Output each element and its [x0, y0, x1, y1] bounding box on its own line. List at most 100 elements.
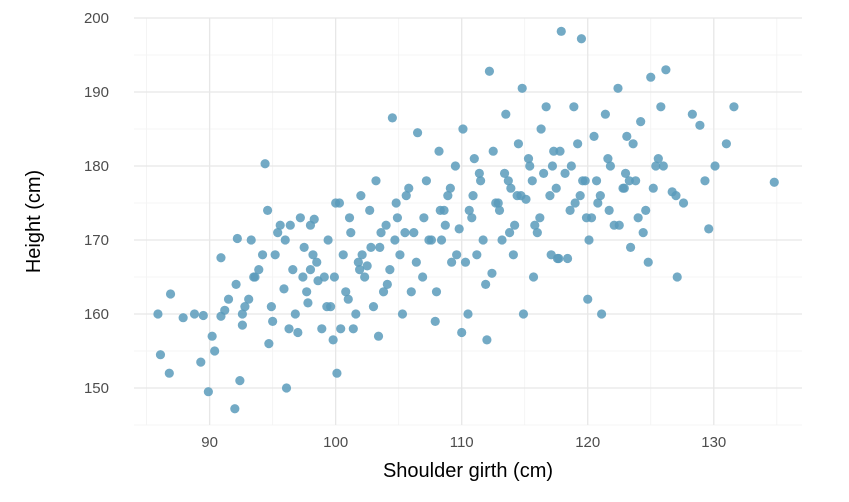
data-point: [638, 228, 648, 238]
data-point: [614, 220, 624, 230]
data-point: [366, 242, 376, 252]
gridlines: [134, 17, 802, 426]
data-point: [575, 191, 585, 201]
data-point: [566, 161, 576, 171]
data-point: [412, 128, 423, 138]
data-point: [631, 176, 641, 186]
data-point: [651, 161, 661, 171]
data-point: [395, 250, 405, 260]
data-point: [328, 335, 338, 345]
data-point: [244, 294, 254, 304]
data-point: [360, 272, 370, 282]
data-point: [391, 198, 401, 208]
data-point: [210, 346, 220, 356]
data-point: [503, 176, 513, 186]
data-point: [556, 26, 566, 36]
data-point: [285, 220, 295, 230]
data-point: [672, 272, 682, 282]
data-point: [257, 250, 268, 260]
data-point: [357, 250, 367, 260]
data-point: [254, 265, 264, 275]
data-point: [523, 154, 534, 164]
data-point: [499, 168, 510, 178]
data-point: [628, 139, 638, 149]
data-point: [546, 250, 556, 260]
data-point: [549, 146, 559, 156]
data-point: [613, 83, 623, 93]
data-point: [646, 72, 656, 82]
data-point: [430, 316, 440, 326]
data-point: [298, 272, 308, 282]
data-point: [658, 161, 668, 171]
y-tick-label: 150: [84, 380, 109, 397]
data-point: [528, 272, 539, 282]
data-point: [390, 235, 400, 245]
data-point: [308, 250, 318, 260]
data-point: [482, 335, 492, 345]
data-point: [220, 305, 230, 315]
data-point: [235, 376, 245, 386]
data-point: [443, 191, 453, 201]
data-point: [231, 279, 241, 289]
data-point: [648, 183, 658, 193]
data-point: [484, 66, 495, 76]
data-point: [288, 265, 298, 275]
data-point: [589, 131, 599, 141]
data-point: [447, 257, 457, 267]
data-point: [387, 113, 397, 123]
data-point: [273, 228, 283, 238]
data-point: [196, 357, 206, 367]
data-point: [583, 294, 593, 304]
data-point: [573, 139, 583, 149]
data-point: [375, 242, 385, 252]
data-point: [591, 176, 602, 186]
data-point: [562, 253, 573, 264]
data-point: [491, 198, 501, 208]
x-axis-title: Shoulder girth (cm): [383, 460, 553, 482]
data-point: [290, 309, 300, 319]
data-point: [551, 183, 561, 193]
data-point: [346, 228, 356, 238]
data-point: [165, 289, 176, 299]
data-point: [373, 331, 384, 341]
data-point: [622, 131, 632, 141]
data-point: [421, 176, 432, 186]
data-point: [597, 309, 607, 319]
data-point: [155, 350, 166, 360]
scatter-points: [153, 26, 779, 414]
data-point: [281, 383, 292, 393]
data-point: [418, 272, 428, 282]
data-point: [424, 235, 434, 245]
data-point: [506, 183, 516, 193]
data-point: [378, 287, 389, 297]
data-point: [381, 220, 391, 230]
data-point: [494, 205, 505, 215]
data-point: [554, 253, 564, 264]
data-point: [570, 198, 580, 208]
y-tick-label: 190: [84, 84, 109, 101]
data-point: [729, 102, 739, 112]
data-point: [302, 287, 312, 297]
data-point: [457, 327, 467, 338]
data-point: [643, 257, 653, 267]
data-point: [469, 154, 479, 164]
data-point: [450, 161, 460, 171]
data-point: [198, 310, 208, 321]
data-point: [678, 198, 689, 208]
data-point: [207, 331, 217, 341]
data-point: [237, 309, 247, 319]
data-point: [620, 168, 631, 178]
data-point: [769, 177, 779, 187]
data-point: [436, 235, 447, 245]
data-point: [625, 242, 636, 252]
data-point: [341, 287, 351, 297]
data-point: [584, 235, 594, 245]
data-point: [331, 198, 341, 208]
data-point: [409, 228, 419, 238]
data-point: [656, 102, 666, 112]
data-point: [547, 161, 558, 171]
data-point: [280, 235, 290, 245]
data-point: [504, 228, 515, 238]
data-point: [463, 309, 473, 319]
